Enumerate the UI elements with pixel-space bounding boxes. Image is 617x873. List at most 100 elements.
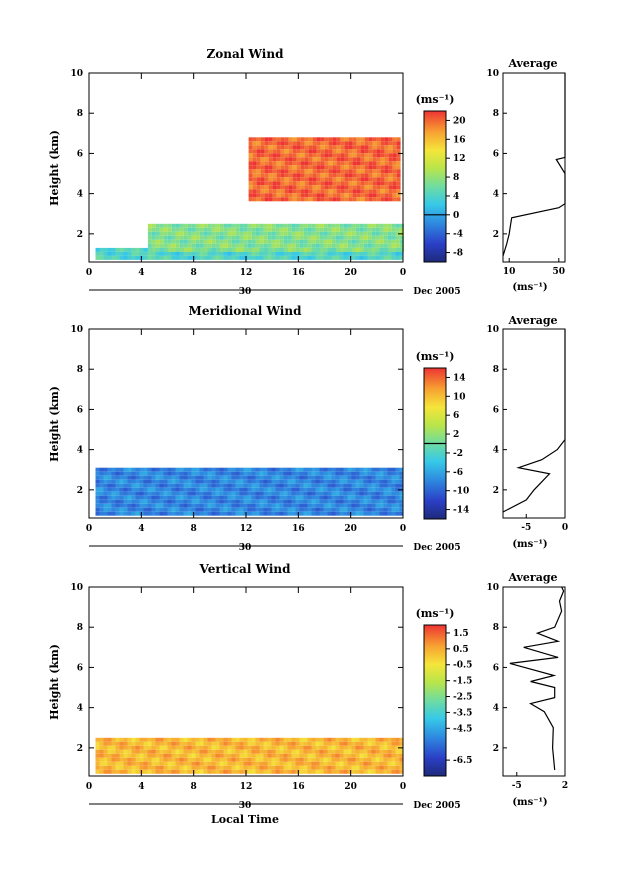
heatmap-cell-lower [223,471,228,476]
heatmap-cell-upper [248,161,253,166]
heatmap-cell-lower [155,749,160,754]
heatmap-cell-lower [291,741,296,746]
heatmap-cell-upper [364,177,369,182]
heatmap-cell-lower-band [335,235,340,240]
heatmap-cell-lower [363,483,368,488]
heatmap-cell-lower-band [227,223,232,228]
heatmap-cell-upper [364,149,369,154]
heatmap-cell-upper [300,149,305,154]
heatmap-cell-lower [199,769,204,774]
heatmap-cell-lower [351,737,356,742]
heatmap-cell-lower [243,491,248,496]
profile-line [509,586,565,771]
heatmap-cell-lower [335,745,340,750]
heatmap-cell-lower-band [183,223,188,228]
heatmap-cell-lower [363,511,368,516]
heatmap-cell-lower [135,753,140,758]
heatmap-cell-lower [167,769,172,774]
heatmap-cell-lower [119,491,124,496]
heatmap-cell-lower [343,255,348,260]
heatmap-cell-lower [223,475,228,480]
heatmap-cell-lower [231,745,236,750]
heatmap-cell-upper [384,177,389,182]
heatmap-cell-lower [323,475,328,480]
heatmap-cell-lower [299,753,304,758]
heatmap-cell-lower [351,507,356,512]
heatmap-cell-lower [167,507,172,512]
heatmap-cell-lower [191,491,196,496]
heatmap-cell-lower-band [355,243,360,248]
heatmap-cell-lower-band [287,247,292,252]
heatmap-cell-lower [395,499,400,504]
x-tick-label: 12 [240,268,253,278]
profile-y-tick-label: 6 [493,405,499,415]
heatmap-cell-lower [151,749,156,754]
heatmap-cell-lower [251,737,256,742]
heatmap-cell-lower [395,757,400,762]
heatmap-cell-lower [367,761,372,766]
heatmap-cell-lower [207,479,212,484]
heatmap-cell-lower [395,479,400,484]
heatmap-cell-lower [231,495,236,500]
heatmap-cell-lower [283,475,288,480]
heatmap-cell-lower [175,251,180,256]
heatmap-cell-lower [263,511,268,516]
heatmap-cell-lower [335,251,340,256]
heatmap-cell-upper [304,177,309,182]
heatmap-cell-upper [396,197,401,202]
heatmap-cell-lower [151,487,156,492]
heatmap-cell-lower [295,757,300,762]
heatmap-cell-lower [167,503,172,508]
heatmap-cell-upper [336,189,341,194]
heatmap-cell-lower [251,475,256,480]
heatmap-cell-lower [351,483,356,488]
heatmap-cell-lower [179,757,184,762]
heatmap-cell-lower [251,511,256,516]
heatmap-cell-lower-band [375,247,380,252]
heatmap-cell-lower [115,769,120,774]
heatmap-cell-lower-band [379,231,384,236]
heatmap-cell-lower [179,753,184,758]
heatmap-cell-lower-band [247,223,252,228]
heatmap-cell-lower [163,483,168,488]
heatmap-cell-lower [131,737,136,742]
heatmap-cell-lower-band [199,243,204,248]
heatmap-cell-lower [331,503,336,508]
heatmap-cell-lower [99,475,104,480]
heatmap-cell-lower [115,487,120,492]
heatmap-cell-upper [372,193,377,198]
heatmap-cell-upper [252,145,257,150]
heatmap-cell-lower [99,769,104,774]
heatmap-cell-lower-band [159,231,164,236]
heatmap-cell-lower [259,479,264,484]
heatmap-cell-upper [392,161,397,166]
heatmap-cell-lower [135,495,140,500]
heatmap-cell-upper [396,141,401,146]
heatmap-cell-lower [127,737,132,742]
heatmap-cell-upper [312,165,317,170]
heatmap-cell-lower [191,471,196,476]
heatmap-cell-upper [296,149,301,154]
heatmap-cell-lower [379,745,384,750]
heatmap-cell-lower [371,745,376,750]
heatmap-cell-lower-band [191,243,196,248]
heatmap-cell-lower [311,765,316,770]
heatmap-cell-upper [248,185,253,190]
heatmap-cell-upper [256,189,261,194]
heatmap-cell-lower-band [343,247,348,252]
heatmap-cell-lower-band [359,235,364,240]
heatmap-cell-lower [367,749,372,754]
heatmap-cell-lower [307,741,312,746]
y-tick-label: 2 [77,230,83,240]
heatmap-cell-lower-band [379,223,384,228]
heatmap-cell-lower-band [327,227,332,232]
heatmap-cell-upper [320,145,325,150]
heatmap-cell-lower [135,247,140,252]
heatmap-cell-lower [179,255,184,260]
heatmap-cell-lower [347,471,352,476]
heatmap-cell-lower [359,255,364,260]
heatmap-cell-lower [131,499,136,504]
heatmap-cell-lower-band [367,231,372,236]
heatmap-cell-lower [231,757,236,762]
heatmap-cell-lower-band [335,247,340,252]
